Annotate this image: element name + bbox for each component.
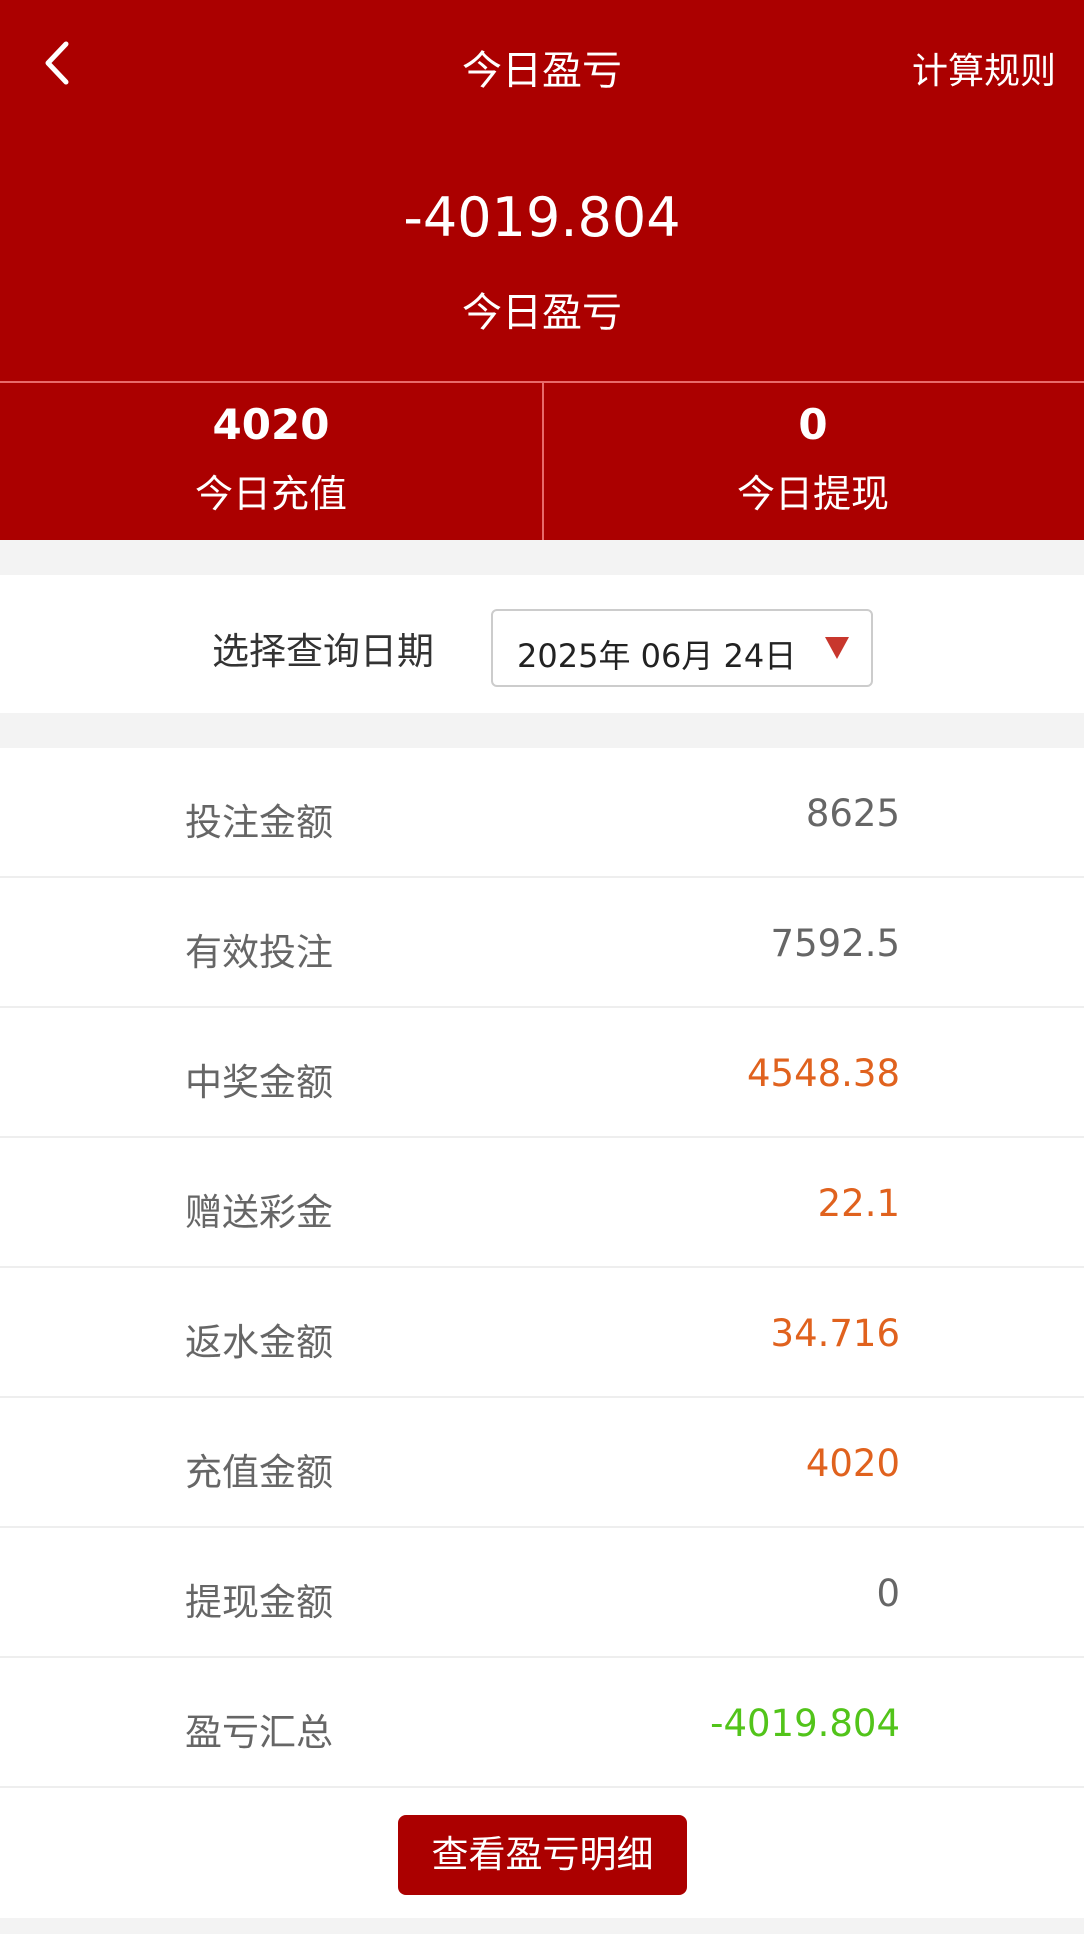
list-item: 提现金额 0 bbox=[0, 1528, 1084, 1658]
stat-today-recharge: 4020 今日充值 bbox=[0, 400, 542, 518]
stat-value: 0 bbox=[798, 400, 828, 449]
date-label: 选择查询日期 bbox=[212, 630, 434, 673]
page-title: 今日盈亏 bbox=[462, 48, 622, 94]
summary-list: 投注金额 8625 有效投注 7592.5 中奖金额 4548.38 赠送彩金 22.1 返水金… bbox=[0, 748, 1084, 1918]
row-label: 返水金额 bbox=[185, 1321, 333, 1364]
row-label: 赠送彩金 bbox=[185, 1191, 333, 1234]
list-item: 有效投注 7592.5 bbox=[0, 878, 1084, 1008]
list-item: 盈亏汇总 -4019.804 bbox=[0, 1658, 1084, 1788]
row-value: -4019.804 bbox=[710, 1702, 900, 1745]
row-value: 8625 bbox=[805, 792, 900, 835]
calculation-rules-link[interactable]: 计算规则 bbox=[911, 51, 1056, 92]
back-icon[interactable] bbox=[36, 38, 86, 88]
today-profit-label: 今日盈亏 bbox=[462, 290, 622, 336]
header: 今日盈亏 计算规则 -4019.804 今日盈亏 4020 今日充值 0 今日提… bbox=[0, 0, 1084, 540]
row-value: 22.1 bbox=[817, 1182, 900, 1225]
row-label: 充值金额 bbox=[185, 1451, 333, 1494]
list-item: 充值金额 4020 bbox=[0, 1398, 1084, 1528]
dropdown-triangle-icon bbox=[825, 637, 849, 659]
row-label: 盈亏汇总 bbox=[185, 1711, 333, 1754]
row-label: 投注金额 bbox=[185, 801, 333, 844]
list-item: 投注金额 8625 bbox=[0, 748, 1084, 878]
stat-today-withdraw: 0 今日提现 bbox=[542, 400, 1084, 518]
row-label: 中奖金额 bbox=[185, 1061, 333, 1104]
row-value: 0 bbox=[876, 1572, 900, 1615]
row-value: 7592.5 bbox=[770, 922, 900, 965]
list-item: 返水金额 34.716 bbox=[0, 1268, 1084, 1398]
divider bbox=[542, 383, 544, 540]
today-profit-value: -4019.804 bbox=[403, 186, 681, 249]
row-label: 提现金额 bbox=[185, 1581, 333, 1624]
row-value: 4548.38 bbox=[746, 1052, 900, 1095]
divider bbox=[0, 381, 1084, 383]
list-item: 赠送彩金 22.1 bbox=[0, 1138, 1084, 1268]
stat-label: 今日提现 bbox=[736, 472, 889, 516]
view-profit-detail-button[interactable]: 查看盈亏明细 bbox=[398, 1815, 687, 1895]
row-value: 34.716 bbox=[770, 1312, 900, 1355]
list-item: 中奖金额 4548.38 bbox=[0, 1008, 1084, 1138]
date-value: 2025年 06月 24日 bbox=[517, 637, 797, 675]
date-select[interactable]: 2025年 06月 24日 bbox=[491, 609, 873, 687]
row-label: 有效投注 bbox=[185, 931, 333, 974]
date-selector-row: 选择查询日期 2025年 06月 24日 bbox=[0, 575, 1084, 713]
row-value: 4020 bbox=[805, 1442, 900, 1485]
stat-label: 今日充值 bbox=[194, 472, 347, 516]
stat-value: 4020 bbox=[212, 400, 330, 449]
